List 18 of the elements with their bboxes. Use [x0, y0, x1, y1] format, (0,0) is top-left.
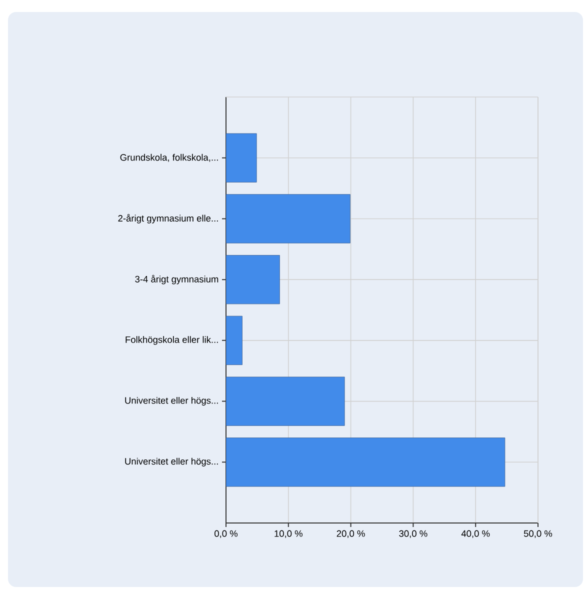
bar	[226, 438, 506, 487]
bar	[226, 255, 280, 304]
bar	[226, 133, 257, 182]
y-tick-label: Universitet eller högs...	[125, 458, 218, 466]
bar	[226, 194, 350, 244]
bar	[226, 376, 345, 426]
y-tick-label: 2-årigt gymnasium elle...	[118, 214, 218, 224]
x-tick-label: 50,0 %	[524, 530, 552, 538]
x-tick-label: 40,0 %	[461, 530, 490, 538]
y-tick-label: Grundskola, folkskola,...	[120, 154, 218, 162]
y-tick-label: Folkhögskola eller lik...	[126, 336, 218, 345]
x-tick-label: 10,0 %	[274, 530, 302, 538]
x-tick-label: 0,0 %	[214, 530, 238, 538]
x-tick-label: 30,0 %	[399, 530, 428, 538]
x-tick-label: 20,0 %	[336, 530, 365, 538]
bar	[226, 316, 242, 365]
y-tick-label: 3-4 årigt gymnasium	[135, 274, 218, 284]
y-tick-label: Universitet eller högs...	[125, 396, 218, 406]
